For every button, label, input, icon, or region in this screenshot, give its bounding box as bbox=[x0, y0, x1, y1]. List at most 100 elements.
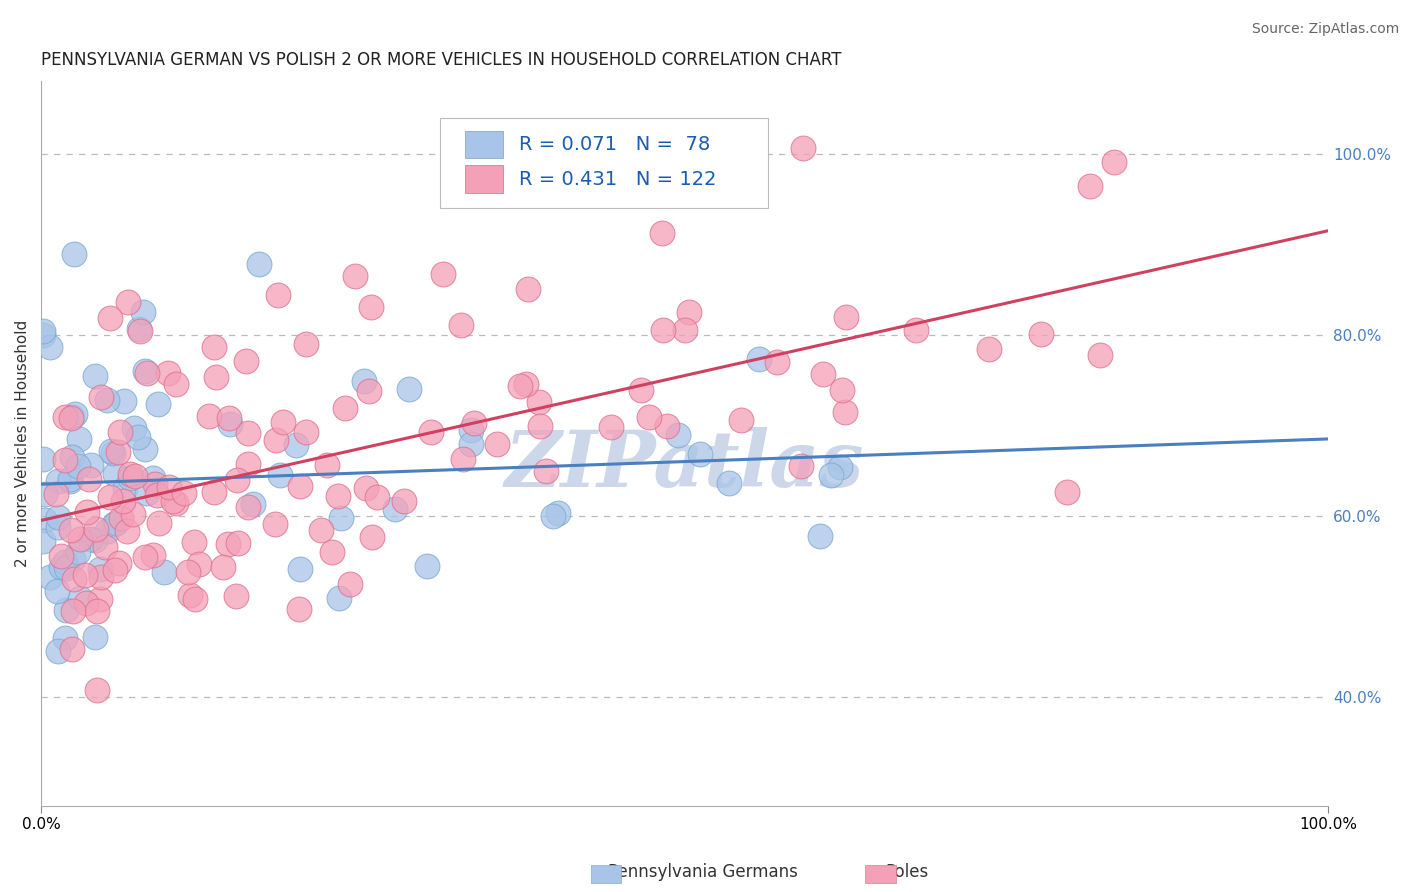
Point bbox=[32, 534, 55, 549]
Point bbox=[366, 490, 388, 504]
Point bbox=[46, 474, 69, 488]
Point bbox=[108, 425, 131, 439]
Point bbox=[509, 379, 531, 393]
Point bbox=[59, 472, 82, 486]
Point bbox=[110, 511, 132, 525]
Point bbox=[165, 496, 187, 510]
Point bbox=[748, 351, 770, 366]
Point bbox=[235, 354, 257, 368]
Point bbox=[53, 453, 76, 467]
Point bbox=[820, 468, 842, 483]
Point bbox=[218, 417, 240, 431]
Point bbox=[236, 457, 259, 471]
Point bbox=[62, 642, 84, 657]
Point bbox=[202, 485, 225, 500]
Text: R = 0.071   N =  78: R = 0.071 N = 78 bbox=[519, 135, 710, 153]
Point bbox=[89, 591, 111, 606]
Point bbox=[34, 487, 56, 501]
Point bbox=[420, 425, 443, 439]
Point bbox=[460, 424, 482, 438]
Point bbox=[309, 524, 332, 538]
Point bbox=[32, 452, 55, 467]
Point bbox=[75, 596, 97, 610]
Point bbox=[187, 557, 209, 571]
Point bbox=[384, 502, 406, 516]
Point bbox=[62, 604, 84, 618]
FancyBboxPatch shape bbox=[464, 130, 503, 158]
Point bbox=[398, 382, 420, 396]
Point bbox=[197, 409, 219, 424]
Point bbox=[84, 522, 107, 536]
Point bbox=[173, 485, 195, 500]
Point bbox=[165, 377, 187, 392]
Point bbox=[831, 383, 853, 397]
Point bbox=[45, 487, 67, 501]
Point bbox=[115, 524, 138, 538]
Point bbox=[124, 469, 146, 483]
Point bbox=[179, 588, 201, 602]
Point bbox=[100, 444, 122, 458]
Point bbox=[31, 324, 53, 338]
Point bbox=[39, 570, 62, 584]
Point bbox=[315, 458, 337, 472]
Point bbox=[55, 410, 77, 425]
Point bbox=[789, 458, 811, 473]
Point bbox=[453, 451, 475, 466]
Point bbox=[177, 565, 200, 579]
Point bbox=[34, 513, 56, 527]
Point bbox=[269, 467, 291, 482]
Point bbox=[808, 529, 831, 543]
Point bbox=[96, 393, 118, 408]
Point bbox=[1088, 348, 1111, 362]
Point bbox=[108, 556, 131, 570]
Point bbox=[730, 413, 752, 427]
Point bbox=[93, 540, 115, 554]
Point bbox=[55, 560, 77, 574]
Point bbox=[49, 560, 72, 574]
Point bbox=[333, 401, 356, 415]
Point bbox=[204, 370, 226, 384]
Point bbox=[63, 247, 86, 261]
Point bbox=[361, 530, 384, 544]
Point bbox=[835, 310, 858, 325]
Point bbox=[359, 384, 381, 398]
Point bbox=[977, 342, 1000, 356]
Point bbox=[83, 630, 105, 644]
Point bbox=[295, 425, 318, 440]
Point bbox=[62, 552, 84, 566]
FancyBboxPatch shape bbox=[440, 118, 768, 208]
Point bbox=[666, 428, 689, 442]
Point bbox=[118, 471, 141, 485]
Point bbox=[157, 366, 180, 380]
Point bbox=[117, 294, 139, 309]
Point bbox=[183, 535, 205, 549]
Point bbox=[63, 407, 86, 421]
Point bbox=[96, 524, 118, 539]
Point bbox=[53, 556, 76, 570]
Point bbox=[655, 418, 678, 433]
Point bbox=[288, 479, 311, 493]
Point bbox=[328, 591, 350, 605]
Point bbox=[86, 682, 108, 697]
Point bbox=[460, 437, 482, 451]
Point bbox=[547, 506, 569, 520]
Point bbox=[79, 532, 101, 546]
Text: Poles: Poles bbox=[886, 863, 928, 881]
Point bbox=[59, 523, 82, 537]
Point bbox=[212, 559, 235, 574]
Point bbox=[76, 505, 98, 519]
Point bbox=[830, 460, 852, 475]
Point bbox=[450, 318, 472, 332]
Point bbox=[225, 589, 247, 603]
Point bbox=[80, 458, 103, 473]
Point bbox=[766, 355, 789, 369]
Point bbox=[77, 472, 100, 486]
Point bbox=[83, 369, 105, 384]
Point bbox=[53, 632, 76, 646]
Point bbox=[73, 567, 96, 582]
Point bbox=[59, 475, 82, 489]
Point bbox=[834, 405, 856, 419]
Point bbox=[67, 545, 90, 559]
Point bbox=[153, 565, 176, 579]
Point bbox=[330, 511, 353, 525]
